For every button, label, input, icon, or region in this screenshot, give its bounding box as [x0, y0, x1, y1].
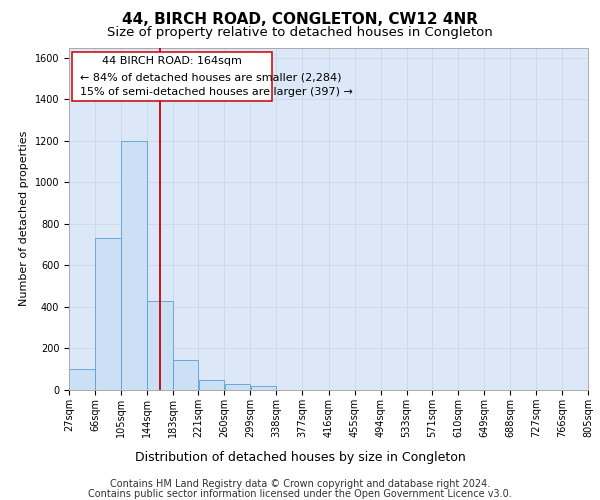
Text: 44 BIRCH ROAD: 164sqm: 44 BIRCH ROAD: 164sqm	[102, 56, 242, 66]
Text: ← 84% of detached houses are smaller (2,284): ← 84% of detached houses are smaller (2,…	[80, 72, 341, 82]
Text: Contains public sector information licensed under the Open Government Licence v3: Contains public sector information licen…	[88, 489, 512, 499]
FancyBboxPatch shape	[71, 52, 272, 100]
Text: 15% of semi-detached houses are larger (397) →: 15% of semi-detached houses are larger (…	[80, 87, 352, 97]
Text: Distribution of detached houses by size in Congleton: Distribution of detached houses by size …	[134, 451, 466, 464]
Bar	[199, 380, 224, 390]
Y-axis label: Number of detached properties: Number of detached properties	[19, 131, 29, 306]
Bar	[251, 386, 276, 390]
Text: 44, BIRCH ROAD, CONGLETON, CW12 4NR: 44, BIRCH ROAD, CONGLETON, CW12 4NR	[122, 12, 478, 28]
Text: Contains HM Land Registry data © Crown copyright and database right 2024.: Contains HM Land Registry data © Crown c…	[110, 479, 490, 489]
Text: Size of property relative to detached houses in Congleton: Size of property relative to detached ho…	[107, 26, 493, 39]
Bar	[95, 238, 121, 390]
Bar	[224, 384, 250, 390]
Bar	[69, 369, 95, 390]
Bar	[121, 141, 147, 390]
Bar	[148, 300, 173, 390]
Bar	[173, 360, 198, 390]
